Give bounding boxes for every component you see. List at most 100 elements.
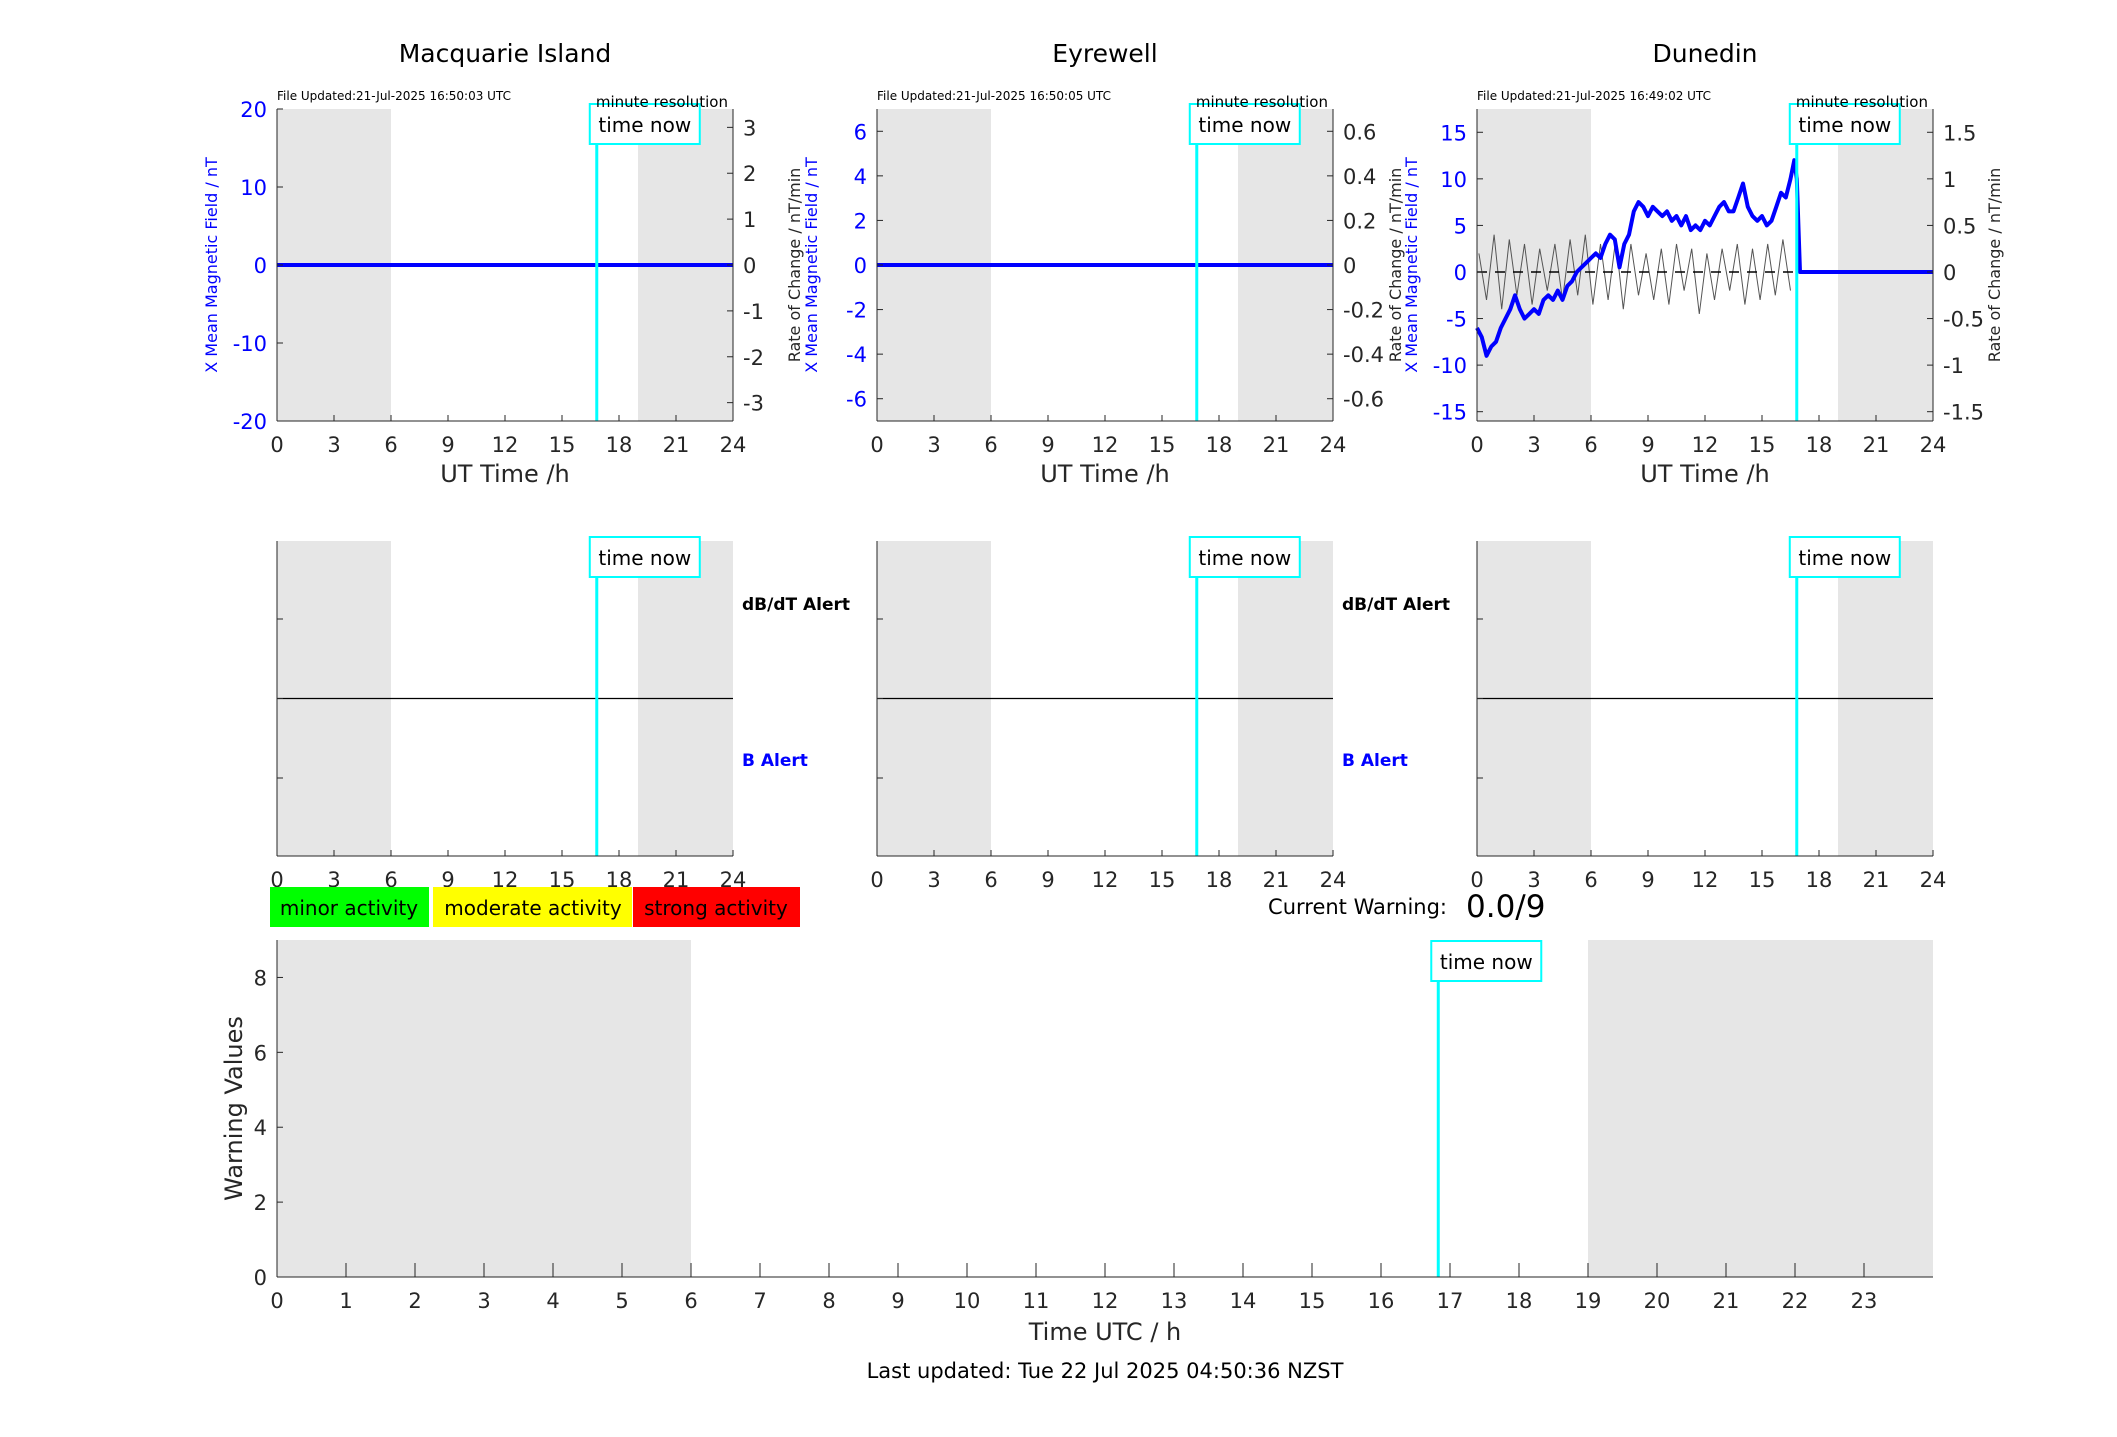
y-tick-label-left: 5	[1454, 214, 1467, 238]
y-tick-label-left: -20	[233, 410, 267, 434]
y-tick-label-right: -3	[743, 392, 764, 416]
x-tick-label: 24	[1320, 868, 1347, 892]
y-tick-label-right: -0.6	[1343, 388, 1384, 412]
time-now-label: time now	[598, 113, 691, 137]
x-tick-label: 12	[492, 433, 519, 457]
time-now-box	[1188, 103, 1301, 145]
x-axis-label: UT Time /h	[1640, 460, 1770, 488]
x-tick-label: 24	[720, 433, 747, 457]
x-axis-label: UT Time /h	[440, 460, 570, 488]
x-tick-label: 9	[1641, 868, 1654, 892]
y-tick-label-right: -1.5	[1943, 401, 1984, 425]
activity-legend: minor activity moderate activity strong ac…	[270, 887, 800, 927]
x-tick-label: 7	[753, 1289, 766, 1313]
x-tick-label: 21	[1863, 433, 1890, 457]
y-tick-label-right: -0.5	[1943, 308, 1984, 332]
x-tick-label: 6	[984, 433, 997, 457]
y-tick-label-left: 10	[240, 176, 267, 200]
y-tick-label-right: 0	[743, 254, 756, 278]
moderate-activity-swatch	[433, 887, 632, 927]
y-tick-label-right: 3	[743, 116, 756, 140]
x-tick-label: 15	[1749, 868, 1776, 892]
y-tick-label-left: 4	[854, 165, 867, 189]
x-tick-label: 21	[1713, 1289, 1740, 1313]
y-tick-label-left: 2	[854, 209, 867, 233]
x-tick-label: 15	[1149, 868, 1176, 892]
time-now-label: time now	[1198, 546, 1291, 570]
x-tick-label: 21	[1263, 868, 1290, 892]
x-tick-label: 18	[1806, 433, 1833, 457]
x-tick-label: 21	[663, 433, 690, 457]
x-tick-label: 3	[477, 1289, 490, 1313]
x-tick-label: 8	[822, 1289, 835, 1313]
current-warning-label: Current Warning:	[1268, 895, 1447, 919]
time-now-label: time now	[598, 546, 691, 570]
y-tick-label: 6	[254, 1041, 267, 1065]
y-axis-label-left: X Mean Magnetic Field / nT	[202, 157, 221, 373]
y-tick-label-left: -4	[846, 343, 867, 367]
night-shade	[1838, 109, 1933, 421]
y-axis-label-left: X Mean Magnetic Field / nT	[802, 157, 821, 373]
x-tick-label: 9	[1641, 433, 1654, 457]
b-alert-label: B Alert	[1342, 751, 1408, 771]
x-tick-label: 0	[870, 433, 883, 457]
time-now-label: time now	[1440, 950, 1533, 974]
chart-title: Dunedin	[1653, 39, 1758, 68]
y-tick-label-left: -15	[1433, 401, 1467, 425]
y-tick-label-right: 0.2	[1343, 209, 1376, 233]
time-now-box	[1188, 536, 1301, 578]
x-tick-label: 17	[1437, 1289, 1464, 1313]
x-tick-label: 0	[1470, 868, 1483, 892]
x-tick-label: 9	[441, 868, 454, 892]
x-tick-label: 3	[1527, 868, 1540, 892]
y-tick-label-left: 0	[854, 254, 867, 278]
alert-chart-3: time now 0 3 6 9 12 15 18 21 24	[1470, 536, 1946, 892]
y-tick-label-left: -10	[1433, 354, 1467, 378]
y-tick-label: 8	[254, 966, 267, 990]
y-tick-label-left: 6	[854, 120, 867, 144]
x-tick-label: 3	[1527, 433, 1540, 457]
y-tick-label-left: -6	[846, 388, 867, 412]
x-tick-label: 15	[1749, 433, 1776, 457]
y-axis-label: Warning Values	[220, 1016, 248, 1201]
time-now-box	[1430, 940, 1543, 982]
x-tick-label: 23	[1851, 1289, 1878, 1313]
x-tick-label: 6	[384, 433, 397, 457]
x-axis-label: Time UTC / h	[1028, 1318, 1182, 1346]
x-tick-label: 0	[1470, 433, 1483, 457]
y-axis-label-right: Rate of Change / nT/min	[1985, 168, 2004, 363]
x-tick-label: 18	[606, 433, 633, 457]
x-axis-label: UT Time /h	[1040, 460, 1170, 488]
x-tick-label: 12	[1092, 868, 1119, 892]
y-tick-label-right: 1.5	[1943, 121, 1976, 145]
time-now-box	[1788, 536, 1901, 578]
y-tick-label-right: 0	[1343, 254, 1356, 278]
time-now-label: time now	[1798, 546, 1891, 570]
x-tick-label: 6	[384, 868, 397, 892]
x-tick-label: 6	[684, 1289, 697, 1313]
x-tick-label: 4	[546, 1289, 559, 1313]
night-shade	[1477, 109, 1591, 421]
night-shade	[1588, 940, 1933, 1277]
time-now-label: time now	[1798, 113, 1891, 137]
y-tick-label-right: 0.6	[1343, 120, 1376, 144]
resolution-label: minute resolution	[596, 93, 728, 111]
x-tick-label: 19	[1575, 1289, 1602, 1313]
x-tick-label: 3	[327, 433, 340, 457]
x-tick-label: 18	[1206, 433, 1233, 457]
time-now-label: time now	[1198, 113, 1291, 137]
y-tick-label-left: 0	[1454, 261, 1467, 285]
x-tick-label: 9	[1041, 868, 1054, 892]
x-tick-label: 0	[870, 868, 883, 892]
y-tick-label: 0	[254, 1266, 267, 1290]
rate-of-change-line	[1478, 234, 1791, 314]
chart-title: Macquarie Island	[399, 39, 612, 68]
night-shade	[277, 940, 691, 1277]
y-tick-label-right: -1	[1943, 354, 1964, 378]
x-tick-label: 21	[1263, 433, 1290, 457]
x-tick-label: 11	[1023, 1289, 1050, 1313]
